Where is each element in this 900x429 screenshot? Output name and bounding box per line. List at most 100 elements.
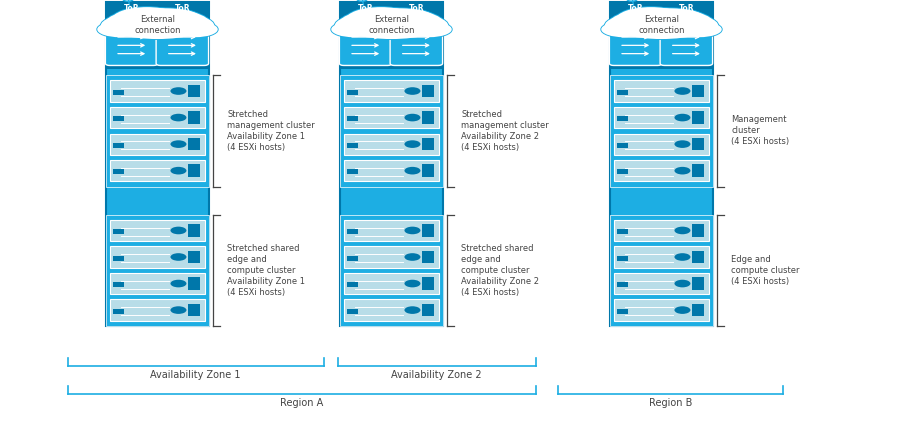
Circle shape <box>404 140 420 148</box>
Ellipse shape <box>616 7 686 32</box>
FancyBboxPatch shape <box>110 107 205 128</box>
FancyBboxPatch shape <box>616 116 627 121</box>
Circle shape <box>404 87 420 95</box>
FancyBboxPatch shape <box>692 251 705 263</box>
FancyBboxPatch shape <box>110 246 205 268</box>
FancyBboxPatch shape <box>614 220 709 241</box>
FancyBboxPatch shape <box>422 85 435 97</box>
Text: Stretched shared
edge and
compute cluster
Availability Zone 2
(4 ESXi hosts): Stretched shared edge and compute cluste… <box>461 244 539 297</box>
Text: Availability Zone 1: Availability Zone 1 <box>150 370 241 380</box>
FancyBboxPatch shape <box>660 27 713 66</box>
Ellipse shape <box>616 7 686 32</box>
Ellipse shape <box>104 8 211 39</box>
FancyBboxPatch shape <box>110 133 205 155</box>
Ellipse shape <box>335 14 399 37</box>
Circle shape <box>674 253 690 261</box>
FancyBboxPatch shape <box>344 246 439 268</box>
Text: External
connection: External connection <box>368 15 415 35</box>
FancyBboxPatch shape <box>614 299 709 321</box>
Ellipse shape <box>373 9 436 31</box>
FancyBboxPatch shape <box>112 116 123 121</box>
Ellipse shape <box>384 14 448 37</box>
Circle shape <box>170 227 186 234</box>
FancyBboxPatch shape <box>346 143 357 148</box>
Circle shape <box>170 87 186 95</box>
Circle shape <box>170 280 186 287</box>
FancyBboxPatch shape <box>110 160 205 181</box>
Ellipse shape <box>338 8 445 39</box>
FancyBboxPatch shape <box>112 282 123 287</box>
Ellipse shape <box>643 9 707 31</box>
FancyBboxPatch shape <box>692 111 705 124</box>
FancyBboxPatch shape <box>340 2 443 326</box>
Ellipse shape <box>346 7 416 32</box>
Circle shape <box>674 306 690 314</box>
Text: Region A: Region A <box>280 398 323 408</box>
FancyBboxPatch shape <box>344 220 439 241</box>
Text: Stretched
management cluster
Availability Zone 1
(4 ESXi hosts): Stretched management cluster Availabilit… <box>227 110 315 152</box>
FancyBboxPatch shape <box>110 273 205 294</box>
FancyBboxPatch shape <box>188 138 201 151</box>
Ellipse shape <box>384 14 448 37</box>
FancyBboxPatch shape <box>106 2 209 69</box>
Circle shape <box>674 167 690 175</box>
Ellipse shape <box>101 14 165 37</box>
FancyBboxPatch shape <box>346 309 357 314</box>
Circle shape <box>404 167 420 175</box>
Ellipse shape <box>608 8 715 39</box>
Ellipse shape <box>335 14 399 37</box>
FancyBboxPatch shape <box>616 90 627 95</box>
Circle shape <box>404 227 420 234</box>
Ellipse shape <box>608 8 715 39</box>
FancyBboxPatch shape <box>609 27 662 66</box>
Ellipse shape <box>139 9 202 31</box>
Text: Stretched
management cluster
Availability Zone 2
(4 ESXi hosts): Stretched management cluster Availabilit… <box>461 110 549 152</box>
Ellipse shape <box>150 14 214 37</box>
FancyBboxPatch shape <box>422 164 435 177</box>
FancyBboxPatch shape <box>422 224 435 237</box>
FancyBboxPatch shape <box>422 304 435 317</box>
FancyBboxPatch shape <box>610 214 713 326</box>
Ellipse shape <box>373 9 436 31</box>
Circle shape <box>170 253 186 261</box>
FancyBboxPatch shape <box>344 299 439 321</box>
Ellipse shape <box>678 21 722 37</box>
Ellipse shape <box>112 7 182 32</box>
FancyBboxPatch shape <box>614 133 709 155</box>
Ellipse shape <box>174 21 218 37</box>
Text: ToR
Switch: ToR Switch <box>621 4 650 24</box>
Ellipse shape <box>643 9 707 31</box>
FancyBboxPatch shape <box>346 116 357 121</box>
FancyBboxPatch shape <box>346 256 357 261</box>
FancyBboxPatch shape <box>188 224 201 237</box>
FancyBboxPatch shape <box>422 111 435 124</box>
FancyBboxPatch shape <box>106 75 209 187</box>
FancyBboxPatch shape <box>340 75 443 187</box>
Circle shape <box>674 114 690 121</box>
Circle shape <box>674 140 690 148</box>
FancyBboxPatch shape <box>340 214 443 326</box>
FancyBboxPatch shape <box>188 304 201 317</box>
FancyBboxPatch shape <box>110 220 205 241</box>
FancyBboxPatch shape <box>692 138 705 151</box>
Ellipse shape <box>605 14 669 37</box>
Ellipse shape <box>654 14 718 37</box>
Circle shape <box>404 253 420 261</box>
FancyBboxPatch shape <box>614 107 709 128</box>
Circle shape <box>404 306 420 314</box>
Ellipse shape <box>112 7 182 32</box>
Circle shape <box>170 167 186 175</box>
FancyBboxPatch shape <box>616 282 627 287</box>
FancyBboxPatch shape <box>610 75 713 187</box>
Ellipse shape <box>104 8 211 39</box>
Ellipse shape <box>601 21 645 37</box>
Text: External
connection: External connection <box>638 15 685 35</box>
FancyBboxPatch shape <box>156 27 209 66</box>
Text: ToR
Switch: ToR Switch <box>672 4 701 24</box>
FancyBboxPatch shape <box>346 282 357 287</box>
FancyBboxPatch shape <box>422 251 435 263</box>
FancyBboxPatch shape <box>346 90 357 95</box>
Ellipse shape <box>408 21 452 37</box>
FancyBboxPatch shape <box>616 256 627 261</box>
FancyBboxPatch shape <box>106 214 209 326</box>
